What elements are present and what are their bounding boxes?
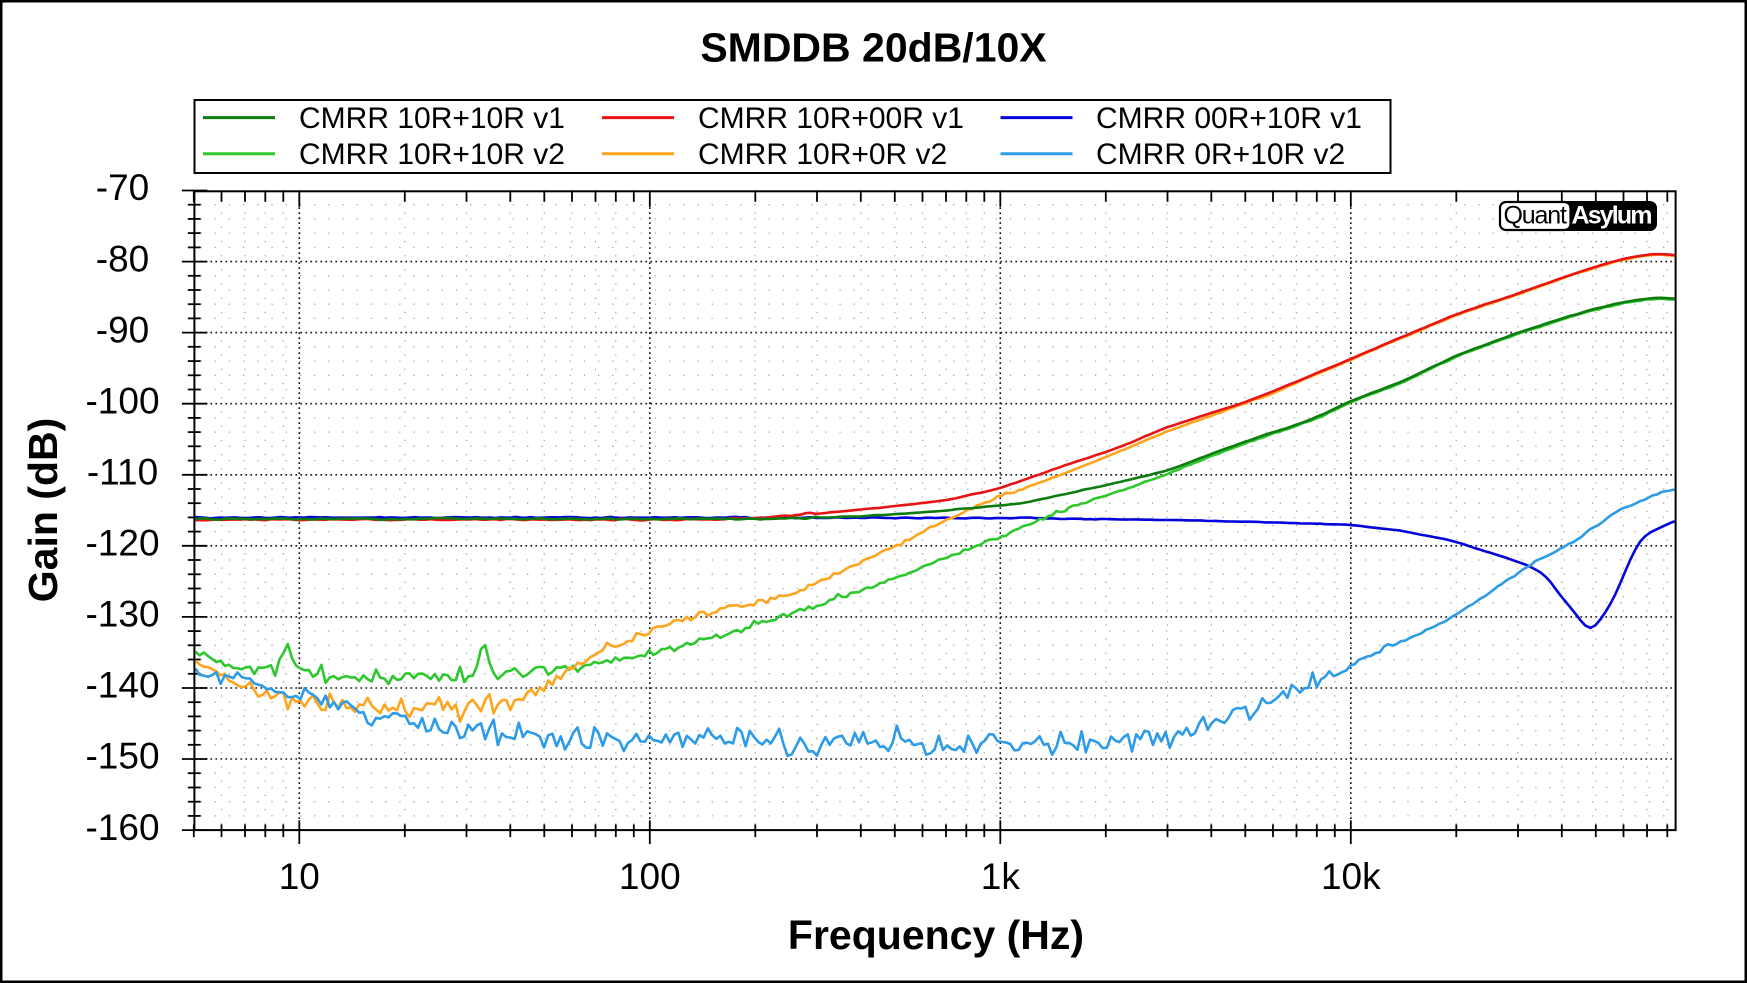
svg-text:CMRR 10R+0R v2: CMRR 10R+0R v2	[698, 138, 947, 171]
svg-text:10k: 10k	[1321, 856, 1381, 897]
svg-text:-150: -150	[85, 736, 159, 777]
svg-text:Quant: Quant	[1504, 202, 1568, 230]
svg-text:100: 100	[619, 856, 681, 897]
svg-text:CMRR 10R+10R v1: CMRR 10R+10R v1	[299, 102, 565, 135]
svg-text:-160: -160	[85, 807, 159, 848]
svg-text:SMDDB 20dB/10X: SMDDB 20dB/10X	[700, 25, 1046, 71]
svg-text:Gain (dB): Gain (dB)	[20, 418, 66, 602]
svg-text:Frequency (Hz): Frequency (Hz)	[788, 912, 1084, 958]
svg-text:-110: -110	[87, 452, 158, 493]
svg-text:-120: -120	[85, 523, 159, 564]
svg-text:10: 10	[279, 856, 320, 897]
svg-text:CMRR 00R+10R v1: CMRR 00R+10R v1	[1096, 102, 1362, 135]
svg-text:-140: -140	[85, 665, 159, 706]
svg-text:CMRR 10R+10R v2: CMRR 10R+10R v2	[299, 138, 565, 171]
svg-text:-90: -90	[96, 309, 149, 350]
svg-text:CMRR 0R+10R v2: CMRR 0R+10R v2	[1096, 138, 1345, 171]
svg-text:-100: -100	[85, 380, 159, 421]
svg-text:-70: -70	[96, 167, 149, 208]
svg-text:1k: 1k	[981, 856, 1021, 897]
svg-text:-80: -80	[96, 238, 149, 279]
svg-text:-130: -130	[85, 594, 159, 635]
svg-text:CMRR 10R+00R v1: CMRR 10R+00R v1	[698, 102, 964, 135]
svg-text:Asylum: Asylum	[1572, 202, 1653, 230]
